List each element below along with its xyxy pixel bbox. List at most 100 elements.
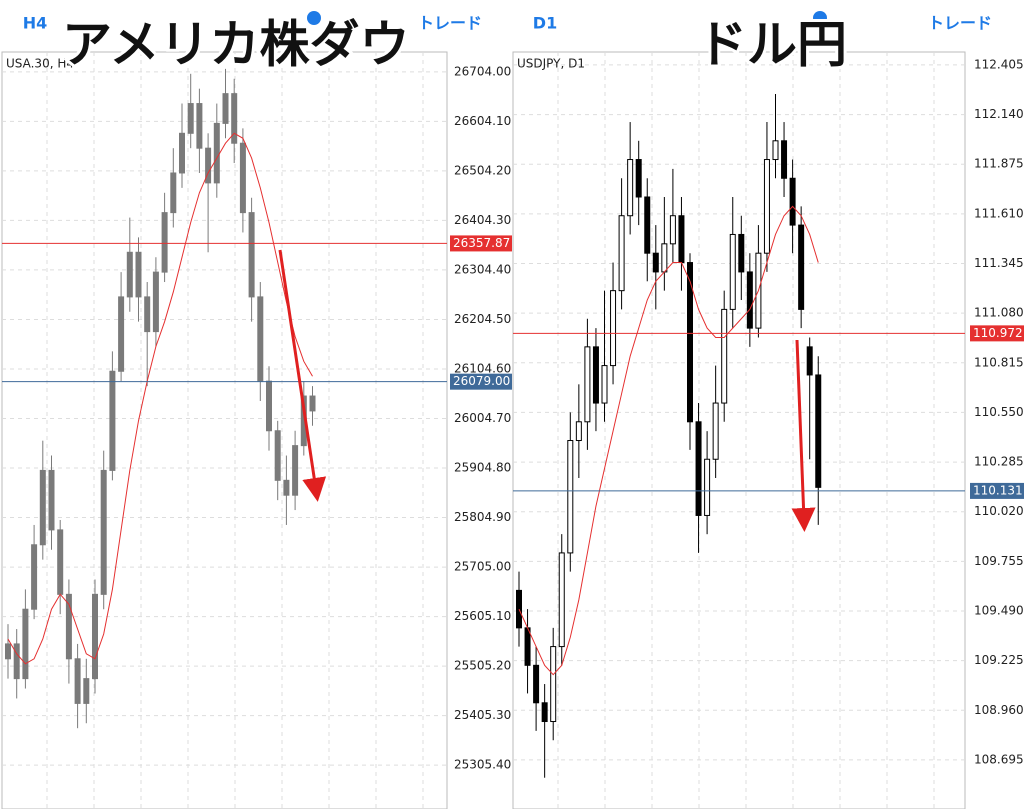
y-tick-label: 25804.90 — [454, 510, 511, 524]
price-tag-label: 26079.00 — [453, 374, 510, 388]
candle-body — [618, 215, 625, 292]
y-tick-label: 111.875 — [974, 157, 1024, 171]
y-tick-label: 111.080 — [974, 306, 1024, 320]
candle-body — [772, 140, 779, 161]
candle-body — [789, 177, 796, 226]
y-tick-label: 26504.20 — [454, 163, 511, 177]
candle-body — [92, 593, 98, 680]
candle-body — [644, 196, 651, 254]
candle-body — [806, 346, 813, 376]
y-tick-label: 25505.20 — [454, 659, 511, 673]
y-tick-label: 112.140 — [974, 107, 1024, 121]
y-tick-label: 25305.40 — [454, 758, 511, 772]
y-tick-label: 26204.50 — [454, 312, 511, 326]
candle-body — [704, 458, 711, 516]
candle-body — [248, 212, 255, 298]
toolbar-icon — [813, 11, 827, 25]
chart-pane — [1, 51, 448, 809]
candle-body — [126, 251, 133, 298]
y-tick-label: 26304.40 — [454, 262, 511, 276]
candle-body — [746, 271, 753, 329]
candle-body — [22, 608, 29, 680]
price-tag — [450, 373, 512, 390]
candle-body — [635, 159, 642, 198]
y-tick-label: 25705.00 — [454, 560, 511, 574]
y-tick-label: 108.960 — [974, 703, 1024, 717]
candle-body — [584, 346, 591, 423]
candle-body — [13, 643, 20, 680]
y-tick-label: 111.345 — [974, 256, 1024, 270]
candle-body — [39, 469, 46, 546]
candle-body — [550, 646, 557, 723]
y-tick-label: 108.695 — [974, 752, 1024, 766]
y-tick-label: 112.405 — [974, 57, 1024, 71]
candle-body — [257, 296, 264, 382]
y-tick-label: 25405.30 — [454, 708, 511, 722]
candle-body — [231, 93, 238, 144]
candle-body — [179, 132, 185, 174]
candle-body — [274, 430, 281, 481]
candle-body — [48, 469, 55, 531]
symbol-label: USA.30, H4 — [6, 57, 74, 71]
y-tick-label: 110.815 — [974, 355, 1024, 369]
candle-body — [152, 271, 159, 333]
y-tick-label: 26704.00 — [454, 64, 511, 78]
symbol-label: USDJPY, D1 — [517, 57, 585, 71]
trade-button[interactable]: トレード — [928, 14, 992, 33]
candle-body — [763, 159, 770, 254]
price-tag-label: 110.131 — [973, 483, 1023, 497]
y-tick-label: 26104.60 — [454, 361, 511, 375]
candle-body — [815, 374, 822, 488]
candle-body — [601, 365, 608, 404]
candle-body — [57, 529, 64, 595]
candle-body — [187, 103, 194, 134]
y-tick-label: 25904.80 — [454, 461, 511, 475]
price-tag-label: 26357.87 — [453, 236, 510, 250]
candle-body — [118, 296, 125, 372]
timeframe: H4 — [23, 14, 48, 33]
candle-body — [196, 103, 203, 149]
candle-body — [524, 627, 531, 666]
candle-body — [695, 421, 702, 516]
toolbar-icon — [307, 11, 321, 25]
candle-body — [144, 296, 151, 333]
candle-body — [266, 380, 272, 432]
y-tick-label: 110.550 — [974, 405, 1024, 419]
candle-body — [109, 370, 116, 471]
candle-body — [65, 593, 72, 660]
candle-body — [678, 215, 685, 264]
candle-body — [610, 290, 617, 367]
candle-body — [239, 142, 246, 214]
y-tick-label: 110.285 — [974, 455, 1024, 469]
trade-button[interactable]: トレード — [418, 14, 482, 33]
overlay-title: アメリカ株ダウ — [62, 16, 410, 74]
y-tick-label: 111.610 — [974, 206, 1024, 220]
annotation-arrow — [791, 339, 816, 532]
candle-body — [213, 122, 220, 184]
price-tag — [450, 235, 512, 252]
price-tag-label: 110.972 — [973, 326, 1023, 340]
y-tick-label: 109.755 — [974, 554, 1024, 568]
candle-body — [627, 159, 634, 217]
candle-body — [798, 224, 805, 310]
candle-body — [100, 469, 107, 595]
candle-body — [5, 643, 11, 660]
candle-body — [567, 440, 574, 554]
price-tag — [970, 482, 1024, 499]
candle-body — [781, 140, 788, 179]
candle-body — [83, 678, 90, 704]
annotation-arrow — [278, 249, 327, 502]
candle-body — [669, 215, 676, 245]
moving-average — [518, 205, 819, 676]
candle-body — [135, 251, 142, 298]
candle-body — [652, 252, 659, 273]
candle-body — [222, 93, 229, 124]
y-tick-label: 110.020 — [974, 504, 1024, 518]
timeframe: D1 — [533, 14, 557, 33]
candle-body — [161, 212, 168, 273]
candle-body — [721, 308, 728, 404]
y-tick-label: 26004.70 — [454, 411, 511, 425]
candle-body — [729, 233, 736, 310]
candle-body — [533, 664, 540, 704]
